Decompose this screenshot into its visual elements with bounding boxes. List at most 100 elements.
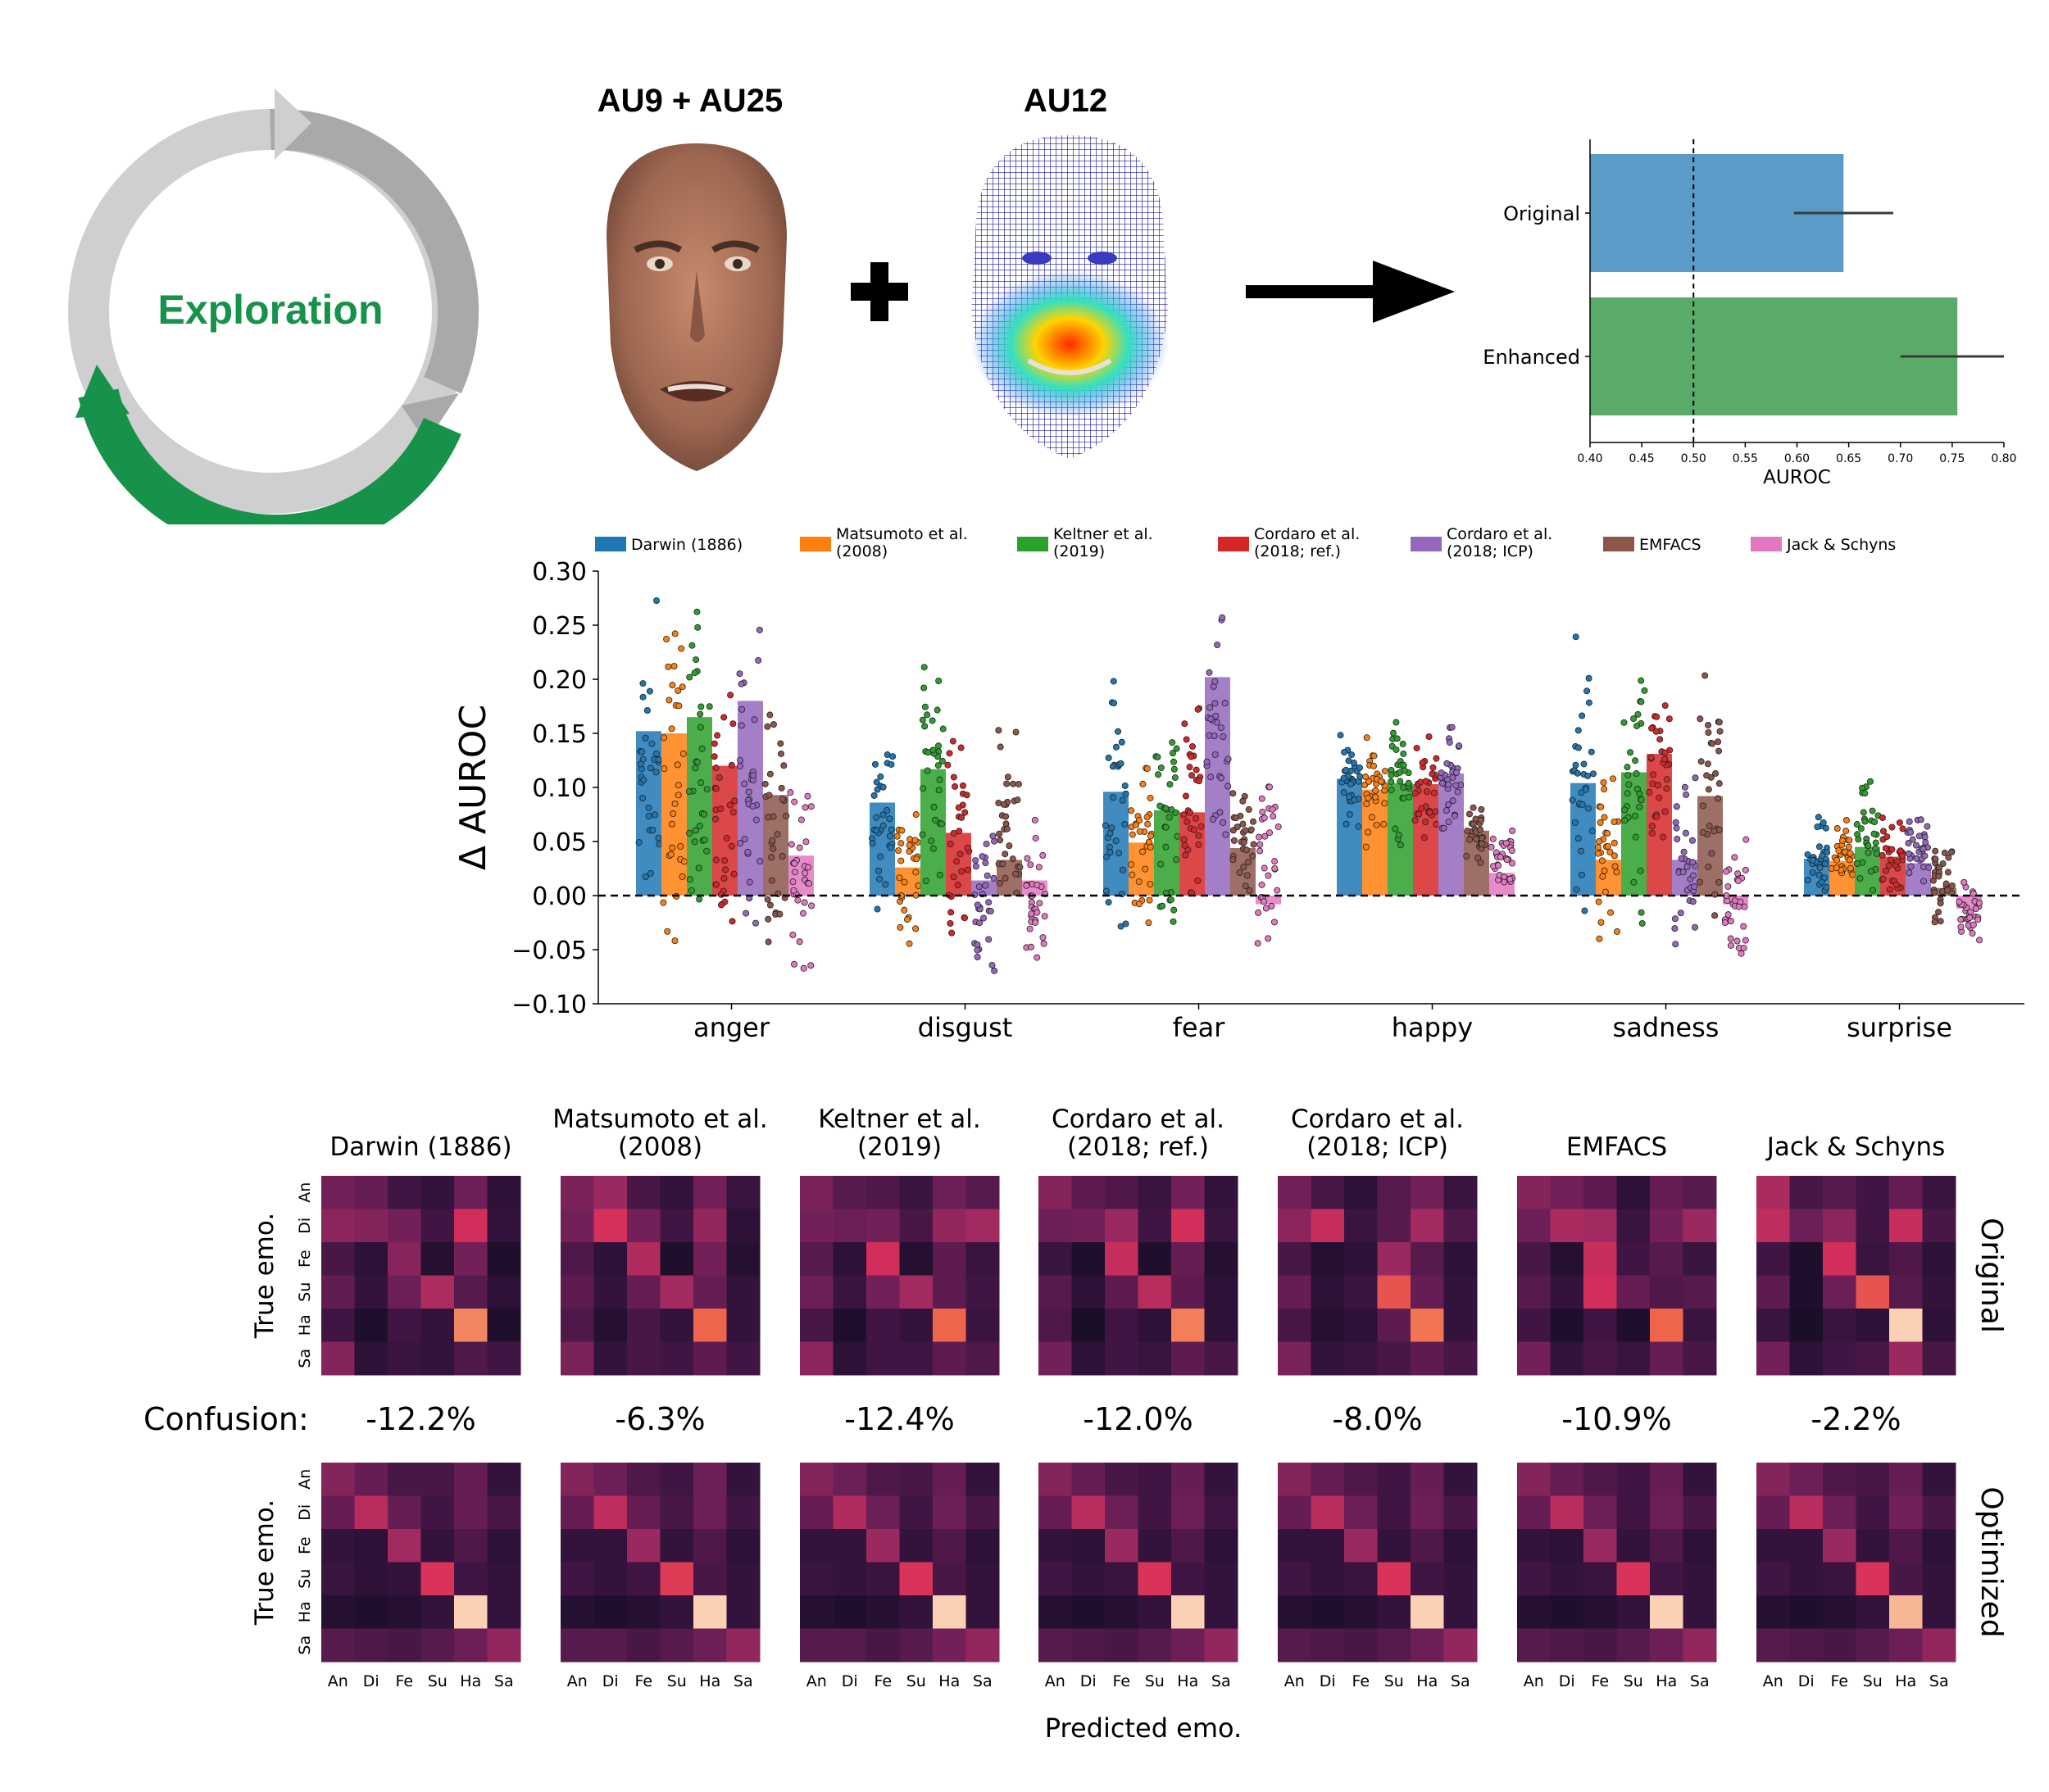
data-point [1969, 890, 1977, 897]
heatmap-cell [1344, 1275, 1378, 1309]
data-point [1705, 728, 1712, 736]
data-point [777, 740, 784, 747]
data-point [972, 857, 979, 864]
data-point [717, 805, 725, 813]
data-point [645, 813, 652, 820]
data-point [713, 881, 720, 888]
heatmap-cell [866, 1309, 900, 1342]
data-point [1337, 732, 1344, 739]
data-point [1820, 819, 1827, 827]
heatmap-cell [899, 1495, 934, 1530]
data-point [1232, 814, 1239, 822]
heatmap-cell [1443, 1176, 1478, 1209]
data-point [1169, 750, 1176, 757]
data-point [1259, 808, 1266, 815]
data-point [701, 836, 708, 843]
data-point [1220, 819, 1227, 826]
data-point [950, 873, 957, 881]
data-point [1835, 847, 1842, 855]
data-point [652, 769, 660, 776]
matrix-title: Jack & Schyns [1765, 1132, 1946, 1162]
data-point [645, 804, 652, 811]
heatmap-cell [420, 1463, 455, 1496]
heatmap-cell [1683, 1209, 1717, 1243]
data-point [675, 782, 682, 789]
heatmap-cell [1038, 1529, 1072, 1563]
data-point [1157, 860, 1165, 868]
data-point [930, 803, 938, 810]
y-tick-label: Ha [296, 1601, 314, 1622]
data-point [1632, 833, 1639, 841]
heatmap-cell [1071, 1209, 1106, 1243]
data-point [1731, 854, 1738, 861]
data-point [1368, 814, 1375, 821]
data-point [750, 772, 757, 779]
data-point [768, 877, 775, 884]
data-point [1438, 779, 1446, 787]
data-point [897, 923, 904, 931]
heatmap-cell [388, 1275, 421, 1309]
heatmap-cell [354, 1309, 388, 1342]
heatmap-cell [899, 1595, 934, 1629]
data-point [1847, 864, 1854, 872]
data-point [1588, 828, 1596, 835]
data-point [749, 802, 756, 810]
heatmap-cell [1856, 1341, 1890, 1376]
heatmap-cell [1856, 1176, 1890, 1209]
heatmap-cell [899, 1242, 934, 1276]
data-point [1711, 912, 1719, 919]
data-point [1381, 768, 1388, 775]
data-point [712, 856, 720, 864]
data-point [1265, 872, 1272, 879]
data-point [768, 854, 775, 861]
data-point [1931, 919, 1938, 926]
data-point [1417, 778, 1424, 786]
data-point [1582, 786, 1589, 793]
heatmap-cell [627, 1275, 661, 1309]
data-point [1027, 861, 1034, 869]
x-tick-label: Su [428, 1672, 448, 1690]
data-point [1683, 863, 1691, 870]
data-point [1907, 863, 1915, 870]
heatmap-cell [833, 1341, 867, 1376]
data-point [1222, 831, 1229, 838]
heatmap-cell [965, 1341, 1000, 1376]
data-point [1464, 828, 1471, 835]
data-point [706, 703, 713, 710]
data-point [1937, 918, 1944, 925]
data-point [761, 780, 769, 787]
heatmap-cell [1823, 1463, 1856, 1496]
data-point [791, 798, 798, 805]
data-point [980, 914, 988, 922]
heatmap-cell [693, 1309, 727, 1342]
data-point [1345, 757, 1352, 764]
heatmap-cell [1311, 1176, 1345, 1209]
data-point [1406, 793, 1413, 801]
heatmap-cell [1517, 1628, 1551, 1663]
data-point [1181, 842, 1188, 849]
data-point [1397, 778, 1404, 785]
x-tick-label: Fe [1352, 1672, 1370, 1690]
data-point [1111, 700, 1118, 707]
heatmap-cell [1204, 1209, 1238, 1243]
data-point [652, 597, 660, 605]
heatmap-cell [627, 1529, 661, 1563]
data-point [964, 844, 971, 851]
data-point [1378, 778, 1385, 785]
heatmap-cell [420, 1275, 455, 1309]
data-point [1142, 865, 1149, 873]
data-point [655, 834, 662, 842]
data-point [1857, 825, 1865, 832]
data-point [1250, 818, 1257, 825]
data-point [1969, 930, 1976, 937]
heatmap-cell [561, 1628, 594, 1663]
data-point [1393, 719, 1400, 726]
data-point [934, 706, 941, 714]
data-point [1411, 817, 1419, 824]
data-point [1438, 769, 1445, 777]
y-tick-label: 0.15 [532, 720, 587, 749]
data-point [755, 656, 762, 664]
heatmap-cell [1550, 1309, 1584, 1342]
heatmap-cell [1204, 1595, 1238, 1629]
data-point [974, 901, 981, 909]
